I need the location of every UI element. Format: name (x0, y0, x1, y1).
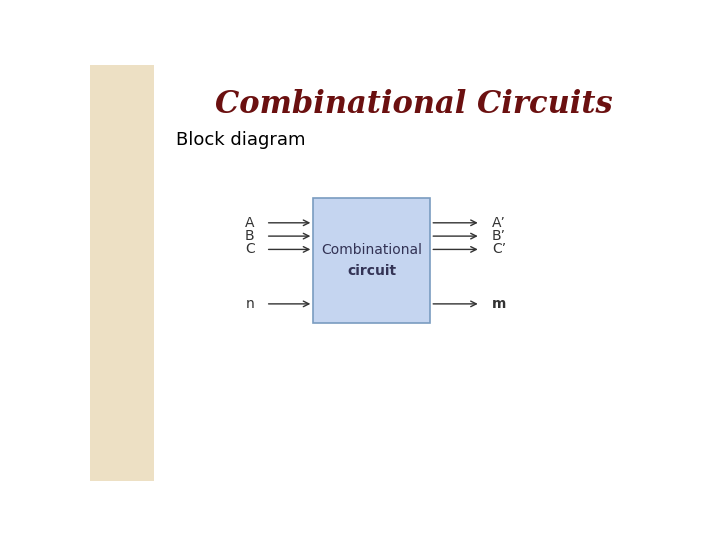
Text: C: C (245, 242, 255, 256)
Text: Combinational Circuits: Combinational Circuits (215, 89, 613, 120)
Bar (90, 65, 154, 481)
Text: Combinational: Combinational (321, 243, 423, 257)
Text: m: m (492, 297, 506, 311)
Text: B: B (245, 229, 255, 243)
Text: circuit: circuit (347, 264, 396, 278)
Text: A: A (245, 216, 255, 230)
Text: Block diagram: Block diagram (176, 131, 306, 149)
Text: n: n (246, 297, 255, 311)
Text: C’: C’ (492, 242, 506, 256)
Text: A’: A’ (492, 216, 505, 230)
Text: B’: B’ (492, 229, 505, 243)
Bar (313, 198, 431, 322)
